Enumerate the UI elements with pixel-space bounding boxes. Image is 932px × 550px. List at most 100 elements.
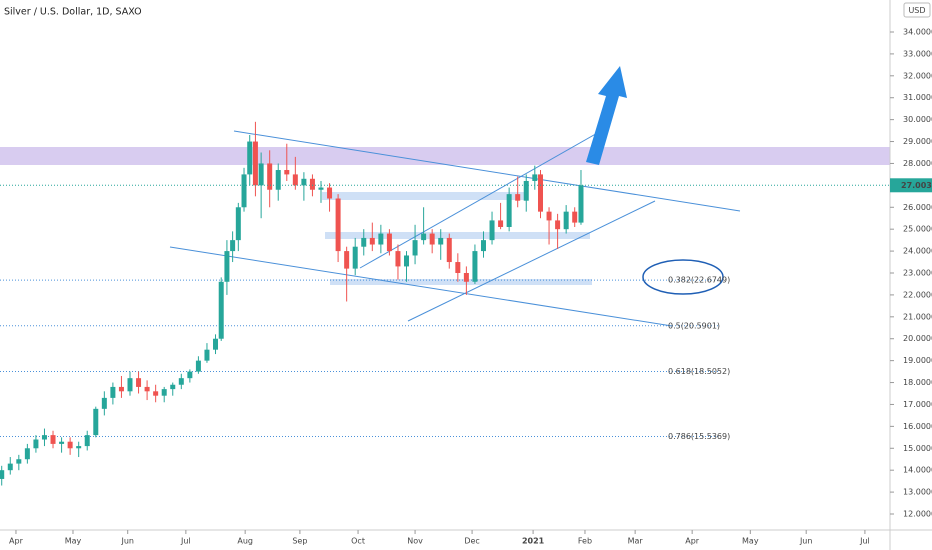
candle-body — [480, 240, 486, 252]
candle-body — [59, 441, 65, 444]
channel-line — [407, 200, 656, 322]
candle-body — [455, 262, 461, 273]
candle-body — [429, 233, 435, 245]
candle-body — [546, 211, 552, 221]
candle-body — [489, 220, 495, 241]
y-tick-label: 17.0000 — [903, 400, 932, 409]
y-tick-label: 26.0000 — [903, 203, 932, 212]
fib-label: 0.5(20.5901) — [668, 321, 720, 330]
support-box — [330, 279, 592, 285]
y-tick-label: 25.0000 — [903, 225, 932, 234]
candle-body — [258, 163, 264, 186]
last-price-tag — [890, 178, 932, 193]
candle-body — [395, 251, 401, 267]
x-tick-label: Jul — [859, 537, 870, 546]
trend-line — [169, 246, 673, 327]
candle-body — [498, 220, 504, 227]
x-tick-label: Apr — [9, 537, 24, 546]
candle-body — [438, 237, 444, 245]
x-tick-label: May — [742, 537, 759, 546]
candle-body — [318, 187, 324, 190]
currency: USD — [908, 6, 925, 15]
x-tick-label: Dec — [464, 537, 479, 546]
x-tick-label: Aug — [237, 537, 253, 546]
channel-line — [359, 126, 609, 269]
candle-body — [472, 251, 478, 282]
candle-body — [0, 470, 5, 479]
candle-body — [369, 237, 375, 245]
candle-body — [327, 187, 333, 199]
candle-body — [563, 211, 569, 230]
candle-body — [404, 255, 410, 267]
y-tick-label: 33.0000 — [903, 49, 932, 58]
support-box — [325, 232, 590, 239]
y-tick-label: 22.0000 — [903, 290, 932, 299]
candle-body — [144, 386, 150, 392]
y-tick-label: 20.0000 — [903, 334, 932, 343]
candle-body — [213, 338, 219, 350]
candle-body — [252, 141, 258, 186]
candle-body — [412, 240, 418, 256]
x-tick-label: Feb — [578, 537, 592, 546]
candle-body — [187, 371, 193, 379]
candle-body — [235, 207, 241, 241]
candle-body — [523, 180, 529, 201]
candle-body — [218, 281, 224, 339]
y-tick-label: 19.0000 — [903, 356, 932, 365]
candle-body — [352, 246, 358, 269]
candle-body — [532, 174, 538, 181]
x-tick-label: Jun — [799, 537, 813, 546]
candle-body — [335, 198, 341, 252]
candle-body — [110, 386, 116, 398]
x-tick-label: 2021 — [522, 537, 545, 546]
candle-body — [301, 178, 307, 186]
y-tick-label: 15.0000 — [903, 444, 932, 453]
y-tick-label: 29.0000 — [903, 137, 932, 146]
y-tick-label: 21.0000 — [903, 312, 932, 321]
candle-body — [515, 194, 521, 201]
candle-body — [309, 178, 315, 190]
y-tick-label: 30.0000 — [903, 115, 932, 124]
candle-body — [506, 194, 512, 227]
candle-body — [24, 448, 30, 460]
plot — [0, 121, 890, 486]
candle-body — [84, 435, 90, 447]
candle-body — [578, 185, 584, 223]
resistance-zone — [0, 147, 890, 165]
y-tick-label: 28.0000 — [903, 159, 932, 168]
fib-label: 0.382(22.6749) — [668, 276, 730, 285]
y-tick-label: 16.0000 — [903, 422, 932, 431]
x-tick-label: Jul — [180, 537, 191, 546]
candle-body — [275, 170, 281, 190]
candle-body — [446, 237, 452, 263]
candle-body — [118, 386, 124, 392]
y-tick-label: 32.0000 — [903, 71, 932, 80]
y-tick-label: 24.0000 — [903, 247, 932, 256]
chart-title: Silver / U.S. Dollar, 1D, SAXO — [4, 7, 142, 18]
candle-body — [361, 237, 367, 247]
candle-body — [93, 408, 99, 436]
y-tick-label: 13.0000 — [903, 488, 932, 497]
x-tick-label: Sep — [292, 537, 307, 546]
x-tick-label: Nov — [407, 537, 423, 546]
x-tick-label: May — [65, 537, 82, 546]
candle-body — [241, 174, 247, 208]
candle-body — [204, 349, 210, 361]
candle-body — [67, 441, 73, 449]
y-tick-label: 12.0000 — [903, 510, 932, 519]
candle-body — [153, 391, 159, 396]
candle-body — [76, 446, 82, 449]
fib-label: 0.786(15.5369) — [668, 432, 730, 441]
y-tick-label: 14.0000 — [903, 466, 932, 475]
candle-body — [386, 233, 392, 252]
highlight-ellipse — [642, 259, 724, 295]
candle-body — [101, 397, 107, 409]
candle-body — [537, 174, 543, 212]
candle-body — [284, 170, 290, 175]
currency-box — [903, 2, 931, 18]
x-tick-label: Mar — [628, 537, 644, 546]
arrow — [586, 66, 627, 165]
candle-body — [267, 163, 273, 190]
